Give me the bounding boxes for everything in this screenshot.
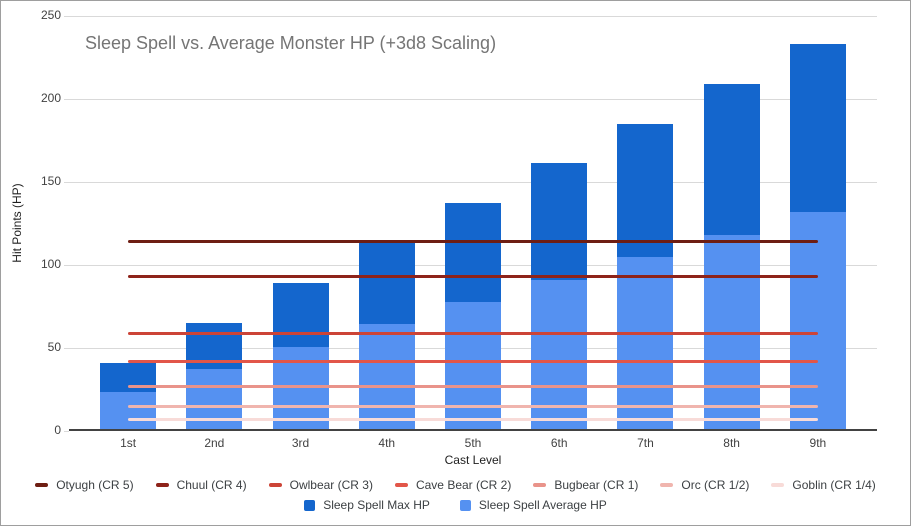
- bar-cell-7th: [602, 16, 688, 429]
- y-tick-label-250: 250: [40, 8, 61, 22]
- legend-item-owlbear-cr-3-: Owlbear (CR 3): [268, 478, 373, 492]
- y-tick-label-200: 200: [40, 91, 61, 105]
- gridline-y-150: [69, 181, 877, 183]
- bar-cell-5th: [430, 16, 516, 429]
- chart-title: Sleep Spell vs. Average Monster HP (+3d8…: [85, 33, 497, 53]
- legend-item-sleep-spell-average-hp: Sleep Spell Average HP: [459, 498, 607, 512]
- x-axis-labels: 1st 2nd 3rd 4th 5th 6th 7th 8th 9th: [85, 436, 861, 450]
- x-tick-label-5th: 5th: [464, 436, 482, 450]
- bar-average-segment: [531, 279, 588, 429]
- y-tick-mark-250: [64, 16, 69, 17]
- bar-cell-4th: [344, 16, 430, 429]
- bar-cell-2nd: [171, 16, 257, 429]
- bar-max-segment: [789, 43, 846, 213]
- legend-item-orc-cr-1-2-: Orc (CR 1/2): [660, 478, 749, 492]
- y-tick-mark-200: [64, 99, 69, 100]
- bar-max-segment: [358, 243, 415, 325]
- y-tick-label-50: 50: [47, 340, 61, 354]
- y-tick-mark-0: [64, 431, 69, 432]
- y-tick-label-150: 150: [40, 174, 61, 188]
- legend-label: Cave Bear (CR 2): [415, 478, 512, 492]
- x-tick-label-9th: 9th: [809, 436, 827, 450]
- legend-label: Sleep Spell Max HP: [323, 498, 430, 512]
- bar-2nd: [186, 322, 243, 429]
- legend-line-swatch-icon: [394, 483, 408, 487]
- x-axis-title: Cast Level: [444, 453, 502, 467]
- legend-line-swatch-icon: [155, 483, 169, 487]
- line-goblin-cr-1-4-: [128, 417, 818, 421]
- bar-9th: [789, 43, 846, 429]
- bar-average-segment: [444, 302, 501, 429]
- x-tick-label-1st: 1st: [120, 436, 137, 450]
- legend-square-swatch-icon: [459, 499, 471, 511]
- bar-max-segment: [531, 163, 588, 280]
- x-tick-label-2nd: 2nd: [204, 436, 225, 450]
- bar-max-segment: [703, 83, 760, 235]
- legend-line-swatch-icon: [268, 483, 282, 487]
- legend-line-swatch-icon: [533, 483, 547, 487]
- bar-max-segment: [617, 123, 674, 258]
- bar-max-segment: [272, 282, 329, 347]
- bar-cell-8th: [689, 16, 775, 429]
- x-tick-label-6th: 6th: [550, 436, 568, 450]
- bar-8th: [703, 83, 760, 429]
- gridline-y-250: [69, 15, 877, 17]
- line-cave-bear-cr-2-: [128, 359, 818, 363]
- bar-average-segment: [358, 324, 415, 429]
- legend-line-swatch-icon: [771, 483, 785, 487]
- line-orc-cr-1-2-: [128, 404, 818, 408]
- legend-bar-series: Sleep Spell Max HP Sleep Spell Average HP: [1, 498, 910, 512]
- legend-label: Bugbear (CR 1): [554, 478, 639, 492]
- bar-7th: [617, 123, 674, 429]
- legend-item-goblin-cr-1-4-: Goblin (CR 1/4): [771, 478, 876, 492]
- bar-cell-6th: [516, 16, 602, 429]
- x-tick-label-8th: 8th: [723, 436, 740, 450]
- x-tick-label-4th: 4th: [378, 436, 396, 450]
- bar-average-segment: [617, 257, 674, 429]
- legend-line-swatch-icon: [660, 483, 674, 487]
- plot-area: [69, 15, 877, 431]
- bar-cell-1st: [85, 16, 171, 429]
- legend-square-swatch-icon: [304, 499, 316, 511]
- legend-item-sleep-spell-max-hp: Sleep Spell Max HP: [304, 498, 430, 512]
- legend-line-swatch-icon: [35, 483, 49, 487]
- bar-cell-3rd: [257, 16, 343, 429]
- bars-group: [85, 16, 861, 429]
- gridline-y-200: [69, 98, 877, 100]
- legend-label: Orc (CR 1/2): [681, 478, 750, 492]
- line-chuul-cr-4-: [128, 275, 818, 279]
- legend-monster-lines: Otyugh (CR 5) Chuul (CR 4) Owlbear (CR 3) C…: [1, 478, 910, 492]
- legend-label: Chuul (CR 4): [176, 478, 247, 492]
- bar-average-segment: [100, 391, 157, 429]
- bar-6th: [531, 163, 588, 429]
- bar-cell-9th: [775, 16, 861, 429]
- legend-label: Goblin (CR 1/4): [792, 478, 876, 492]
- legend-item-chuul-cr-4-: Chuul (CR 4): [155, 478, 247, 492]
- legend-item-otyugh-cr-5-: Otyugh (CR 5): [35, 478, 134, 492]
- y-tick-mark-50: [64, 348, 69, 349]
- line-otyugh-cr-5-: [128, 240, 818, 244]
- legend-label: Otyugh (CR 5): [56, 478, 134, 492]
- y-tick-label-0: 0: [54, 423, 61, 437]
- legend-item-bugbear-cr-1-: Bugbear (CR 1): [533, 478, 638, 492]
- y-tick-mark-100: [64, 265, 69, 266]
- line-bugbear-cr-1-: [128, 384, 818, 388]
- bar-4th: [358, 243, 415, 429]
- y-tick-label-100: 100: [40, 257, 61, 271]
- bar-average-segment: [789, 212, 846, 429]
- x-tick-label-7th: 7th: [637, 436, 654, 450]
- x-tick-label-3rd: 3rd: [291, 436, 310, 450]
- bar-max-segment: [444, 203, 501, 303]
- legend-label: Owlbear (CR 3): [289, 478, 373, 492]
- y-tick-mark-150: [64, 182, 69, 183]
- legend-item-cave-bear-cr-2-: Cave Bear (CR 2): [394, 478, 512, 492]
- line-owlbear-cr-3-: [128, 331, 818, 335]
- legend-label: Sleep Spell Average HP: [478, 498, 607, 512]
- bar-5th: [444, 203, 501, 429]
